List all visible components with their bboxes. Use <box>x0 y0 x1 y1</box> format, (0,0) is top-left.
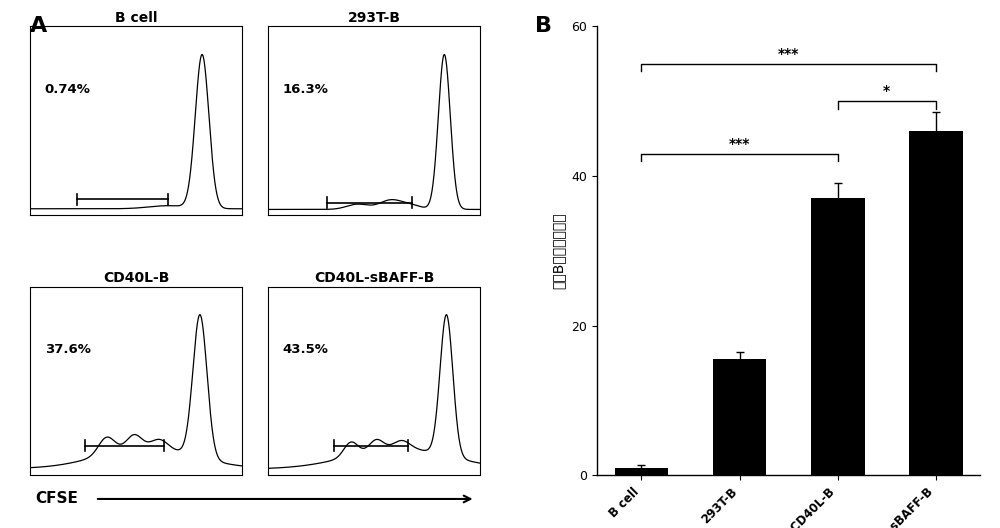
Bar <box>713 359 766 475</box>
Title: 293T-B: 293T-B <box>348 11 401 25</box>
Text: *: * <box>883 84 890 98</box>
Bar <box>811 199 865 475</box>
Text: 16.3%: 16.3% <box>283 83 329 96</box>
Title: CD40L-sBAFF-B: CD40L-sBAFF-B <box>314 271 434 286</box>
Text: B: B <box>535 16 552 36</box>
Text: A: A <box>30 16 47 36</box>
Text: 43.5%: 43.5% <box>283 343 329 356</box>
Title: CD40L-B: CD40L-B <box>103 271 169 286</box>
Text: 37.6%: 37.6% <box>45 343 91 356</box>
Bar <box>909 131 963 475</box>
Title: B cell: B cell <box>115 11 157 25</box>
Text: ***: *** <box>778 47 799 61</box>
Text: ***: *** <box>729 137 750 150</box>
Bar <box>615 468 668 475</box>
Text: 0.74%: 0.74% <box>45 83 91 96</box>
Y-axis label: 扩增B细胞的百分比: 扩增B细胞的百分比 <box>552 212 566 289</box>
Text: CFSE: CFSE <box>35 492 78 506</box>
